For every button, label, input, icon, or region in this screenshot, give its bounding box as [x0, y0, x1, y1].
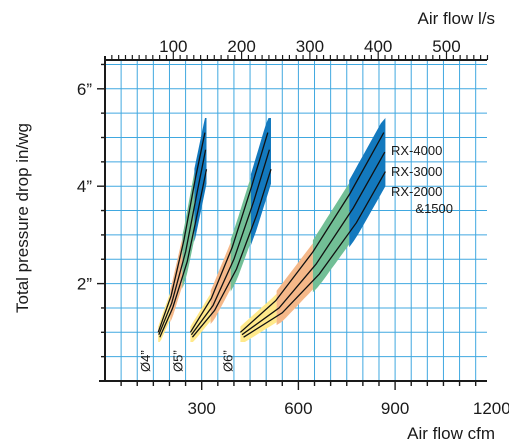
series-label: RX-3000 — [391, 164, 442, 179]
y-tick-label: 2” — [77, 275, 92, 294]
pressure-curves — [157, 132, 386, 338]
pressure-curve-1-1 — [157, 132, 206, 333]
x2-tick-label: 300 — [296, 37, 324, 56]
series-label: &1500 — [415, 201, 453, 216]
x2-axis-title: Air flow l/s — [418, 9, 495, 28]
labels: 300 600 900 1200 100 200 300 400 500 2” 4” 6” Air fl… — [13, 9, 509, 443]
flow-band-3-1 — [240, 293, 277, 342]
pressure-curve-2-3 — [191, 169, 272, 338]
pressure-curve-3-2 — [241, 151, 386, 336]
series-label: RX-2000 — [391, 184, 442, 199]
diameter-label: Ø4” — [138, 350, 153, 372]
pressure-curve-1-2 — [158, 149, 207, 335]
flow-band-3-3 — [312, 183, 350, 293]
axes — [97, 51, 489, 390]
x2-tick-label: 100 — [159, 37, 187, 56]
diameter-label: Ø6” — [220, 350, 235, 372]
x-axis-title: Air flow cfm — [407, 424, 495, 443]
y-tick-label: 6” — [77, 80, 92, 99]
pressure-curve-1-3 — [159, 169, 208, 338]
x-tick-label: 600 — [284, 399, 312, 418]
x-tick-label: 1200 — [473, 399, 509, 418]
x2-tick-label: 500 — [432, 37, 460, 56]
pressure-curve-2-2 — [190, 149, 271, 336]
x2-tick-label: 200 — [227, 37, 255, 56]
series-label: RX-4000 — [391, 143, 442, 158]
pressure-curve-3-1 — [239, 132, 385, 333]
x2-tick-label: 400 — [364, 37, 392, 56]
y-tick-label: 4” — [77, 177, 92, 196]
flow-band-2-1 — [190, 293, 211, 342]
pressure-curve-3-3 — [243, 171, 386, 338]
pressure-curve-2-1 — [189, 132, 269, 333]
y-axis-title: Total pressure drop in/wg — [13, 123, 32, 313]
diameter-label: Ø5” — [170, 350, 185, 372]
x-tick-label: 900 — [381, 399, 409, 418]
flow-band-2-4 — [250, 118, 271, 246]
x-tick-label: 300 — [188, 399, 216, 418]
